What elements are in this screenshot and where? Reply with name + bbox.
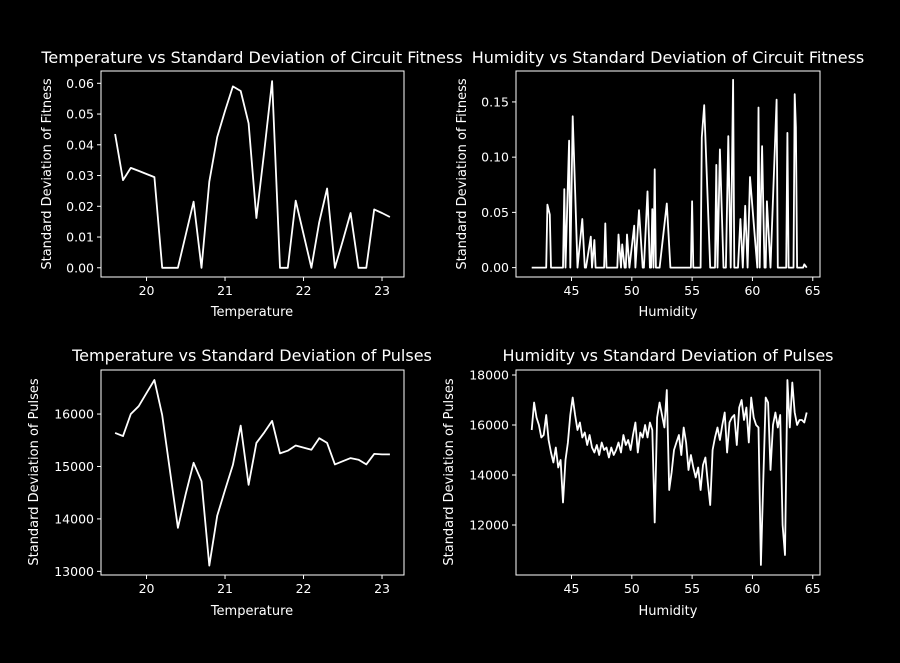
chart-title: Humidity vs Standard Deviation of Pulses — [503, 346, 834, 365]
series-line — [114, 80, 391, 269]
y-tick-label: 0.15 — [481, 94, 509, 109]
panel-temperature-fitness: 20 21 22 23 0.00 0.01 0.02 0.03 0.04 0.05 0.06 Tem… — [40, 48, 463, 320]
x-tick-label: 22 — [296, 581, 312, 596]
y-tick-label: 0.10 — [481, 150, 509, 165]
y-axis-label: Standard Deviation of Fitness — [40, 78, 55, 270]
panel-humidity-fitness: 45 50 55 60 65 0.00 0.05 0.10 0.15 Humidity vs S… — [455, 48, 864, 320]
y-tick-label: 0.01 — [66, 230, 94, 245]
x-tick-label: 55 — [684, 283, 700, 298]
x-axis-label: Temperature — [210, 604, 293, 619]
y-tick-label: 13000 — [54, 564, 94, 579]
tick-group: 20 21 22 23 13000 14000 15000 16000 — [54, 407, 390, 596]
y-axis-label: Standard Deviation of Fitness — [455, 78, 470, 270]
y-tick-label: 16000 — [469, 418, 509, 433]
y-tick-label: 0.05 — [66, 107, 94, 122]
y-axis-label: Standard Deviation of Pulses — [442, 378, 457, 565]
x-tick-label: 20 — [139, 581, 155, 596]
chart-title: Humidity vs Standard Deviation of Circui… — [472, 48, 865, 67]
series-line — [530, 379, 808, 566]
axes-frame — [100, 369, 405, 576]
x-tick-label: 50 — [624, 283, 640, 298]
y-tick-label: 16000 — [54, 407, 94, 422]
y-tick-label: 15000 — [54, 459, 94, 474]
tick-group: 20 21 22 23 0.00 0.01 0.02 0.03 0.04 0.05 0.06 — [66, 76, 390, 298]
x-tick-label: 65 — [805, 581, 821, 596]
series-line — [114, 379, 390, 567]
x-tick-label: 45 — [564, 581, 580, 596]
x-tick-label: 22 — [296, 283, 312, 298]
y-tick-label: 0.02 — [66, 199, 94, 214]
x-tick-label: 21 — [217, 581, 233, 596]
y-tick-label: 0.04 — [66, 137, 94, 152]
series-line — [531, 78, 808, 269]
x-tick-label: 60 — [744, 581, 760, 596]
x-tick-label: 21 — [217, 283, 233, 298]
x-axis-label: Temperature — [210, 305, 293, 320]
x-axis-label: Humidity — [639, 604, 698, 619]
axes-frame — [100, 70, 405, 278]
tick-group: 45 50 55 60 65 12000 14000 16000 18000 — [469, 368, 820, 597]
y-tick-label: 0.06 — [66, 76, 94, 91]
y-tick-label: 14000 — [54, 511, 94, 526]
panel-humidity-pulses: 45 50 55 60 65 12000 14000 16000 18000 Humidity … — [442, 346, 834, 619]
chart-title: Temperature vs Standard Deviation of Cir… — [40, 48, 462, 67]
x-tick-label: 50 — [624, 581, 640, 596]
axes-frame — [515, 369, 821, 576]
axes-frame — [515, 70, 821, 278]
y-tick-label: 0.00 — [66, 260, 94, 275]
x-tick-label: 55 — [684, 581, 700, 596]
y-tick-label: 0.05 — [481, 205, 509, 220]
y-axis-label: Standard Deviation of Pulses — [27, 378, 42, 565]
x-tick-label: 23 — [374, 283, 390, 298]
tick-group: 45 50 55 60 65 0.00 0.05 0.10 0.15 — [481, 94, 821, 298]
x-tick-label: 65 — [805, 283, 821, 298]
panel-temperature-pulses: 20 21 22 23 13000 14000 15000 16000 Temperature… — [27, 346, 432, 619]
y-tick-label: 0.03 — [66, 168, 94, 183]
x-axis-label: Humidity — [639, 305, 698, 320]
chart-title: Temperature vs Standard Deviation of Pul… — [71, 346, 432, 365]
y-tick-label: 14000 — [469, 468, 509, 483]
x-tick-label: 20 — [139, 283, 155, 298]
x-tick-label: 60 — [744, 283, 760, 298]
y-tick-label: 18000 — [469, 368, 509, 383]
y-tick-label: 0.00 — [481, 260, 509, 275]
x-tick-label: 23 — [374, 581, 390, 596]
y-tick-label: 12000 — [469, 518, 509, 533]
x-tick-label: 45 — [564, 283, 580, 298]
